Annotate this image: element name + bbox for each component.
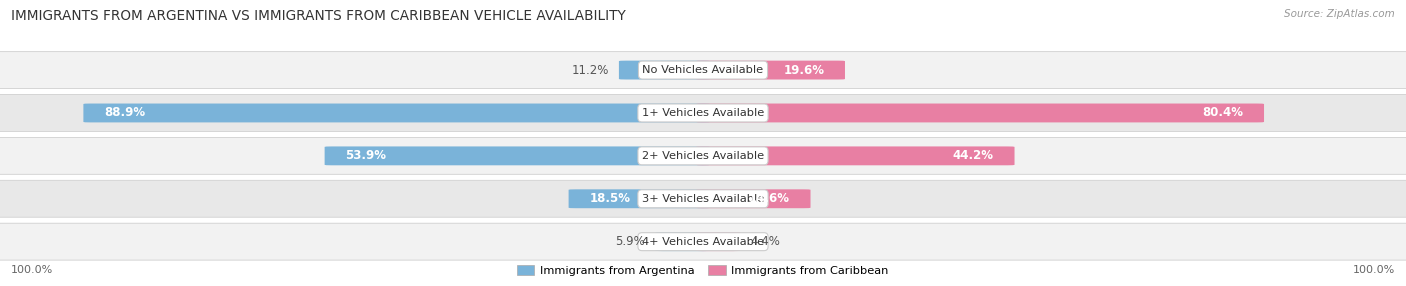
FancyBboxPatch shape <box>655 232 710 251</box>
Text: 4+ Vehicles Available: 4+ Vehicles Available <box>643 237 763 247</box>
Text: 5.9%: 5.9% <box>616 235 645 248</box>
Text: IMMIGRANTS FROM ARGENTINA VS IMMIGRANTS FROM CARIBBEAN VEHICLE AVAILABILITY: IMMIGRANTS FROM ARGENTINA VS IMMIGRANTS … <box>11 9 626 23</box>
Text: 14.6%: 14.6% <box>749 192 790 205</box>
Text: Source: ZipAtlas.com: Source: ZipAtlas.com <box>1284 9 1395 19</box>
FancyBboxPatch shape <box>619 61 710 80</box>
Text: 80.4%: 80.4% <box>1202 106 1243 120</box>
FancyBboxPatch shape <box>696 146 1015 165</box>
FancyBboxPatch shape <box>0 51 1406 89</box>
Text: 100.0%: 100.0% <box>11 265 53 275</box>
FancyBboxPatch shape <box>0 223 1406 260</box>
Text: 3+ Vehicles Available: 3+ Vehicles Available <box>643 194 763 204</box>
FancyBboxPatch shape <box>696 189 810 208</box>
FancyBboxPatch shape <box>83 104 710 122</box>
FancyBboxPatch shape <box>325 146 710 165</box>
Text: 18.5%: 18.5% <box>589 192 630 205</box>
Text: 88.9%: 88.9% <box>104 106 145 120</box>
FancyBboxPatch shape <box>696 104 1264 122</box>
Text: No Vehicles Available: No Vehicles Available <box>643 65 763 75</box>
Text: 11.2%: 11.2% <box>571 63 609 77</box>
FancyBboxPatch shape <box>696 232 740 251</box>
Legend: Immigrants from Argentina, Immigrants from Caribbean: Immigrants from Argentina, Immigrants fr… <box>513 261 893 280</box>
Text: 2+ Vehicles Available: 2+ Vehicles Available <box>643 151 763 161</box>
FancyBboxPatch shape <box>696 61 845 80</box>
Text: 1+ Vehicles Available: 1+ Vehicles Available <box>643 108 763 118</box>
Text: 53.9%: 53.9% <box>346 149 387 162</box>
FancyBboxPatch shape <box>0 94 1406 131</box>
Text: 19.6%: 19.6% <box>783 63 824 77</box>
Text: 100.0%: 100.0% <box>1353 265 1395 275</box>
Text: 4.4%: 4.4% <box>751 235 780 248</box>
FancyBboxPatch shape <box>0 138 1406 174</box>
Text: 44.2%: 44.2% <box>953 149 994 162</box>
FancyBboxPatch shape <box>0 180 1406 217</box>
FancyBboxPatch shape <box>568 189 710 208</box>
